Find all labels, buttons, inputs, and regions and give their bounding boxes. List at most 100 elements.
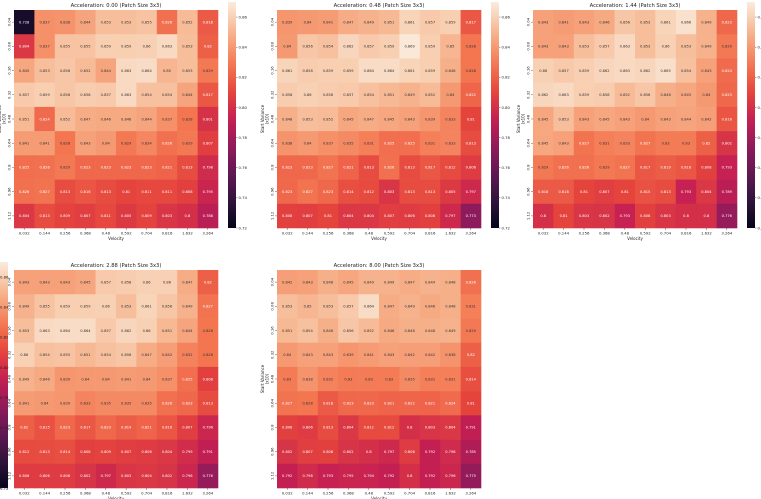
cell-value-label: 0.843 xyxy=(384,353,394,357)
cell-value-label: 0.827 xyxy=(640,142,650,146)
heatmap-cell xyxy=(54,294,76,319)
heatmap-cell xyxy=(460,463,482,489)
colorbar xyxy=(491,2,499,228)
heatmap-cell xyxy=(573,10,595,35)
heatmap-cell xyxy=(75,439,96,465)
cell-value-label: 0.853 xyxy=(182,45,192,49)
heatmap-cell xyxy=(675,203,697,229)
cell-value-label: 0.807 xyxy=(203,142,213,146)
cell-value-label: 0.791 xyxy=(466,426,476,430)
heatmap-cell xyxy=(156,415,178,440)
cell-value-label: 0.853 xyxy=(323,305,333,309)
cell-value-label: 0.817 xyxy=(80,426,90,430)
heatmap-cell xyxy=(54,391,76,416)
heatmap-cell xyxy=(338,34,359,59)
heatmap-cell xyxy=(317,58,339,83)
y-tick-label: 0.08 xyxy=(270,42,275,51)
y-tick-label: 0.64 xyxy=(270,138,275,147)
x-tick-label: 0.48 xyxy=(621,231,630,236)
cell-value-label: 0.843 xyxy=(579,117,589,121)
heatmap-cell xyxy=(358,10,380,35)
cell-value-label: 0.827 xyxy=(39,190,49,194)
x-tick-label: 0.704 xyxy=(404,491,415,496)
cell-value-label: 0.848 xyxy=(425,329,436,333)
cell-value-label: 0.859 xyxy=(579,93,590,97)
cell-value-label: 0.848 xyxy=(404,329,415,333)
cell-value-label: 0.803 xyxy=(660,214,670,218)
heatmap-cell xyxy=(379,179,400,205)
colorbar xyxy=(0,262,8,488)
cell-value-label: 0.808 xyxy=(282,214,293,218)
heatmap-cell xyxy=(34,131,56,156)
heatmap-cell xyxy=(116,342,137,368)
cell-value-label: 0.816 xyxy=(80,190,91,194)
cell-value-label: 0.848 xyxy=(445,305,456,309)
x-tick-label: 0.032 xyxy=(19,491,30,496)
heatmap-cell xyxy=(614,10,636,35)
cell-value-label: 0.813 xyxy=(425,190,435,194)
heatmap-cell xyxy=(277,179,298,205)
cell-value-label: 0.827 xyxy=(282,402,292,406)
y-tick-label: 0.96 xyxy=(7,447,12,456)
heatmap-cell xyxy=(716,155,738,180)
cell-value-label: 0.817 xyxy=(203,93,213,97)
cell-value-label: 0.833 xyxy=(445,117,455,121)
x-tick-label: 0.368 xyxy=(343,491,354,496)
heatmap-cell xyxy=(34,294,56,319)
colorbar-tick-label: 0.84 xyxy=(239,45,248,50)
heatmap-cell xyxy=(95,463,117,489)
heatmap-cell xyxy=(54,203,76,229)
cell-value-label: 0.813 xyxy=(323,426,333,430)
cell-value-label: 0.838 xyxy=(445,353,456,357)
x-tick-label: 0.368 xyxy=(80,491,91,496)
cell-value-label: 0.843 xyxy=(660,117,670,121)
cell-value-label: 0.862 xyxy=(121,329,131,333)
cell-value-label: 0.844 xyxy=(182,329,193,333)
cell-value-label: 0.807 xyxy=(599,190,609,194)
y-axis-label: Start Variance(x10) xyxy=(260,104,270,133)
cell-value-label: 0.843 xyxy=(558,142,568,146)
heatmap-cell xyxy=(14,106,35,132)
y-tick-label: 0.16 xyxy=(526,66,531,75)
cell-value-label: 0.854 xyxy=(681,69,692,73)
cell-value-label: 0.835 xyxy=(343,142,353,146)
cell-value-label: 0.863 xyxy=(620,69,630,73)
cell-value-label: 0.843 xyxy=(404,117,414,121)
heatmap-cell xyxy=(358,203,380,229)
heatmap-cell xyxy=(177,203,198,229)
heatmap-cell xyxy=(635,58,656,83)
heatmap-cell xyxy=(655,155,677,180)
cell-value-label: 0.853 xyxy=(101,20,111,24)
heatmap-cell xyxy=(197,10,219,35)
cell-value-label: 0.847 xyxy=(364,117,374,121)
heatmap-cell xyxy=(116,179,137,205)
heatmap-cell xyxy=(197,34,219,59)
cell-value-label: 0.807 xyxy=(182,426,192,430)
cell-value-label: 0.86 xyxy=(662,45,671,49)
x-tick-label: 0.816 xyxy=(425,491,436,496)
cell-value-label: 0.84 xyxy=(283,45,292,49)
heatmap-cell xyxy=(338,391,359,416)
heatmap-cell xyxy=(277,463,298,489)
cell-value-label: 0.808 xyxy=(323,450,334,454)
cell-value-label: 0.843 xyxy=(620,117,630,121)
heatmap-cell xyxy=(116,463,137,489)
cell-value-label: 0.81 xyxy=(324,214,332,218)
heatmap-cell xyxy=(533,34,554,59)
cell-value-label: 0.842 xyxy=(404,353,414,357)
cell-value-label: 0.857 xyxy=(19,93,29,97)
heatmap-cell xyxy=(614,58,636,83)
cell-value-label: 0.811 xyxy=(162,190,172,194)
cell-value-label: 0.833 xyxy=(620,142,630,146)
cell-value-label: 0.826 xyxy=(19,190,30,194)
cell-value-label: 0.835 xyxy=(404,377,414,381)
cell-value-label: 0.854 xyxy=(162,93,173,97)
cell-value-label: 0.86 xyxy=(102,305,111,309)
cell-value-label: 0.862 xyxy=(599,69,609,73)
cell-value-label: 0.845 xyxy=(19,69,29,73)
x-axis-label: Velocity xyxy=(371,236,387,241)
cell-value-label: 0.859 xyxy=(579,69,590,73)
heatmap-cell xyxy=(317,203,339,229)
heatmap-cell xyxy=(95,391,117,416)
heatmap-cell xyxy=(297,318,319,343)
